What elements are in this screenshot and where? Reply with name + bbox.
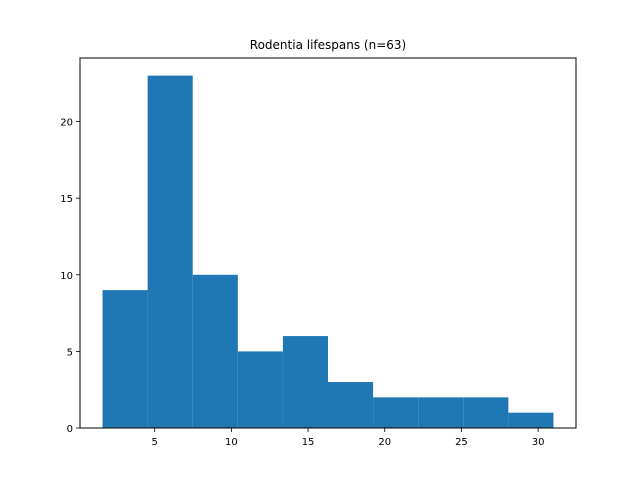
y-tick-label: 15: [60, 194, 73, 205]
histogram-bar: [463, 397, 509, 428]
x-tick-label: 30: [532, 437, 545, 448]
histogram-bar: [373, 397, 419, 428]
chart-title: Rodentia lifespans (n=63): [250, 38, 406, 52]
plot-frame: [79, 57, 577, 429]
x-tick-label: 25: [455, 437, 468, 448]
histogram-bar: [418, 397, 464, 428]
y-tick-label: 20: [60, 118, 73, 129]
y-tick-label: 10: [60, 271, 73, 282]
x-tick-label: 20: [378, 437, 391, 448]
histogram-bar: [237, 351, 283, 428]
histogram-bar: [102, 290, 148, 428]
histogram-bar: [282, 336, 328, 428]
x-axis: 5 10 15 20 25 30: [152, 428, 545, 448]
y-axis: 0 5 10 15 20: [60, 118, 80, 435]
histogram-bar: [147, 75, 193, 428]
bars-group: [102, 75, 554, 428]
y-tick-label: 5: [67, 347, 73, 358]
x-tick-label: 10: [225, 437, 238, 448]
histogram-bar: [192, 274, 238, 428]
x-tick-label: 5: [152, 437, 158, 448]
y-tick-label: 0: [67, 424, 73, 435]
x-tick-label: 15: [302, 437, 315, 448]
histogram-bar: [328, 382, 374, 428]
histogram-bar: [508, 412, 554, 428]
